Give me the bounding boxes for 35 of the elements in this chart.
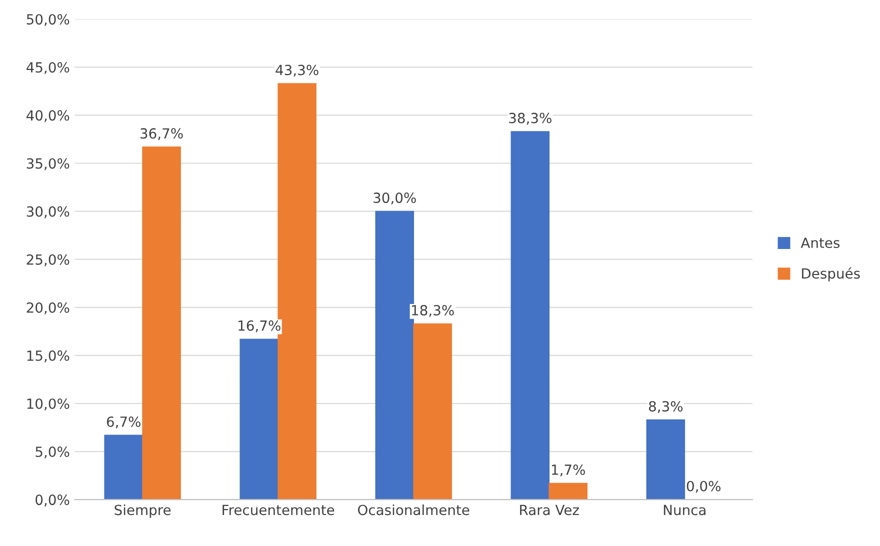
x-tick-label: Frecuentemente	[222, 504, 334, 516]
y-tick-label: 5,0%	[36, 446, 70, 458]
y-tick-label: 10,0%	[27, 398, 70, 410]
x-tick-label: Rara Vez	[520, 504, 579, 516]
bar	[142, 146, 181, 500]
bar	[646, 419, 686, 500]
x-tick-label: Ocasionalmente	[358, 504, 470, 516]
data-label: 1,7%	[552, 464, 585, 476]
y-tick-label: 40,0%	[26, 110, 70, 122]
data-label: 6,7%	[106, 416, 140, 428]
y-tick-label: 50,0%	[26, 14, 70, 26]
legend-label: Después	[802, 267, 860, 282]
y-tick-label: 25,0%	[26, 254, 70, 266]
y-tick-label: 45,0%	[26, 62, 70, 74]
data-label: 8,3%	[648, 401, 683, 413]
bar	[510, 131, 550, 500]
y-tick-label: 35,0%	[26, 158, 70, 170]
bar	[240, 338, 278, 500]
y-tick-label: 15,0%	[27, 350, 70, 362]
x-tick-label: Nunca	[664, 504, 706, 516]
data-label: 30,0%	[374, 192, 416, 204]
legend-label: Antes	[800, 238, 840, 248]
data-label: 16,7%	[238, 320, 280, 332]
bar	[413, 323, 452, 500]
data-label: 18,3%	[412, 304, 454, 317]
y-tick-label: 30,0%	[26, 206, 70, 218]
data-label: 38,3%	[509, 112, 552, 125]
bar	[104, 434, 143, 500]
y-tick-label: 0,0%	[36, 494, 70, 506]
x-tick-label: Siempre	[114, 504, 171, 518]
data-label: 0,0%	[686, 480, 720, 493]
data-label: 36,7%	[140, 128, 183, 140]
bar	[548, 482, 588, 500]
y-tick-label: 20,0%	[26, 302, 70, 314]
data-label: 43,3%	[276, 64, 318, 77]
